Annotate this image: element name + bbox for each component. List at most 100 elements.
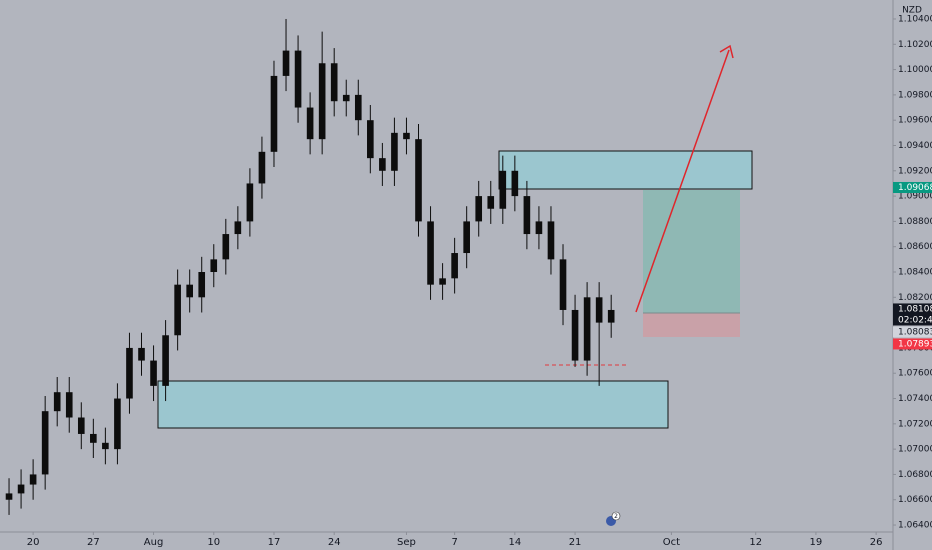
x-tick-label: Oct [663,537,680,548]
x-tick-label: 7 [451,537,457,548]
candle-body [487,196,495,209]
y-tick-label: 1.10200 [898,40,932,50]
candle-body [138,347,145,361]
countdown-label: 02:02:45 [898,315,932,325]
currency-label: NZD [902,6,922,16]
candle-body [282,50,290,76]
price-tag-label: 1.08083 [898,327,932,337]
supply-zone [498,150,753,190]
candle-body [607,309,615,323]
y-tick-label: 1.08200 [898,293,932,303]
candle-body [559,259,567,310]
candle-body [523,196,531,235]
candle-body [342,94,350,102]
y-tick-label: 1.07400 [898,394,932,404]
price-tag-label: 1.08108 [898,304,932,314]
y-tick-label: 1.07000 [898,445,932,455]
candle-body [330,63,338,102]
candle-body [571,309,579,361]
candle-body [318,63,326,140]
candle-body [270,75,278,152]
demand-zone [157,380,669,429]
y-tick-label: 1.09000 [898,192,932,202]
x-tick-label: 12 [749,537,762,548]
candle-body [294,50,302,108]
y-tick-label: 1.10400 [898,14,932,24]
candle-body [29,474,37,485]
candle-body [246,183,254,222]
candle-body [186,284,193,298]
candle-body [53,392,61,412]
target-area [643,190,740,313]
x-tick-label: Sep [397,537,416,548]
y-tick-label: 1.09200 [898,166,932,176]
candle-body [427,221,434,285]
candle-body [234,221,242,235]
candle-body [41,411,49,475]
candle-body [595,297,603,323]
candle-body [391,132,398,171]
candle-body [547,221,555,260]
candle-body [210,259,218,273]
y-tick-label: 1.06600 [898,495,932,505]
price-tag [893,303,932,326]
candle-body [403,132,410,140]
candle-body [463,221,470,254]
candle-body [306,107,314,140]
price-tag-label: 1.07893 [898,339,932,349]
x-tick-label: 20 [27,537,40,548]
x-tick-label: Aug [144,537,164,548]
price-tag [893,326,932,338]
arrow-head [719,44,734,59]
candle-body [415,139,422,222]
candle-body [222,234,230,260]
price-tag [893,181,932,193]
x-tick-label: 21 [569,537,582,548]
candle-body [475,196,483,222]
candle-body [174,284,181,336]
y-tick-label: 1.09800 [898,90,932,100]
candle-body [162,335,169,386]
candle-body [439,278,446,285]
candle-body [65,392,73,418]
candle-body [77,417,85,434]
x-tick-label: 26 [870,537,883,548]
y-tick-label: 1.08600 [898,242,932,252]
candle-body [150,360,157,386]
candle-body [90,433,97,443]
arrow [635,49,730,313]
y-tick-label: 1.08400 [898,268,932,278]
y-tick-label: 1.09600 [898,116,932,126]
candle-body [198,272,206,298]
y-tick-label: 1.08800 [898,217,932,227]
x-tick-label: 19 [810,537,823,548]
x-tick-label: 17 [268,537,281,548]
stop-area [643,313,740,337]
y-tick-label: 1.07200 [898,419,932,429]
candle-body [114,398,121,450]
candle-body [367,120,374,159]
y-tick-label: 1.07600 [898,369,932,379]
x-tick-label: 14 [508,537,521,548]
candle-body [258,151,266,184]
price-tag-label: 1.09068 [898,183,932,193]
candle-body [499,170,507,209]
candle-body [535,221,543,235]
candle-body [451,253,458,279]
candle-body [354,94,362,121]
badge-text: 2 [614,513,618,520]
x-tick-label: 24 [328,537,341,548]
y-tick-label: 1.09400 [898,141,932,151]
badge-circle [611,511,621,521]
x-tick-label: 10 [207,537,220,548]
y-tick-label: 1.06400 [898,521,932,531]
candle-body [102,442,109,450]
candle-body [126,347,133,399]
x-tick-label: 27 [87,537,100,548]
price-tag [893,338,932,350]
candle-body [5,493,13,500]
candle-body [583,297,591,361]
y-tick-label: 1.06800 [898,470,932,480]
